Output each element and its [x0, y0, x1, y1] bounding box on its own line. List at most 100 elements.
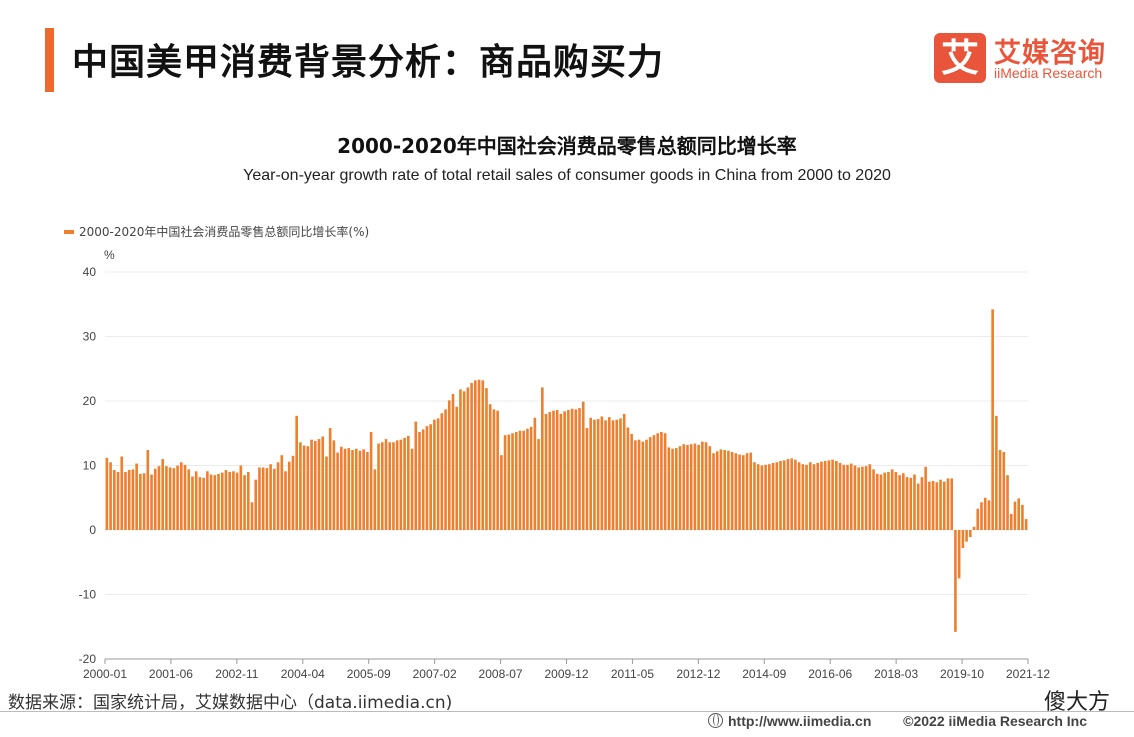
x-tick-label: 2016-06: [808, 667, 852, 680]
bar: [615, 419, 619, 530]
bar: [589, 417, 592, 530]
legend-swatch: [64, 230, 74, 234]
bar: [596, 419, 600, 530]
bar: [790, 458, 793, 530]
bar: [656, 433, 659, 530]
bar: [179, 462, 183, 530]
bar: [972, 526, 976, 530]
bar: [120, 456, 124, 530]
bar: [969, 530, 972, 538]
bar: [894, 471, 898, 530]
bar: [418, 431, 421, 530]
bar: [823, 460, 827, 530]
bar: [492, 409, 496, 530]
bar: [812, 464, 816, 530]
bar: [905, 477, 909, 530]
bar: [220, 472, 224, 530]
bar: [890, 469, 894, 530]
x-tick-label: 2001-06: [149, 667, 193, 680]
bar: [645, 439, 648, 530]
x-tick-label: 2018-03: [874, 667, 918, 680]
bar: [663, 433, 667, 530]
bar: [209, 474, 213, 530]
y-axis-unit-label: %: [104, 248, 115, 262]
bar: [388, 442, 392, 530]
bar: [942, 481, 946, 531]
bar: [168, 467, 172, 530]
bar: [727, 450, 730, 530]
bar: [630, 433, 633, 530]
logo-mark-icon: 艾: [934, 33, 986, 83]
bar: [786, 459, 790, 530]
bar: [142, 473, 146, 530]
bar: [243, 475, 246, 530]
bar: [775, 462, 779, 530]
bar: [254, 479, 258, 530]
footer-divider: [0, 711, 1134, 712]
bar: [172, 468, 176, 530]
bar: [284, 471, 287, 530]
bar: [913, 474, 916, 530]
bar: [485, 388, 488, 530]
bar: [771, 462, 775, 530]
bar: [697, 444, 700, 530]
bar: [1006, 475, 1009, 530]
bar: [875, 473, 879, 530]
bar: [920, 477, 924, 530]
bar: [295, 415, 298, 530]
bar: [336, 452, 339, 530]
bar: [474, 380, 477, 530]
bar: [206, 471, 209, 530]
x-tick-label: 2014-09: [742, 667, 786, 680]
bar: [768, 464, 771, 530]
bar: [730, 451, 734, 530]
bar: [853, 465, 857, 530]
bar: [135, 463, 138, 530]
bar: [585, 428, 589, 530]
bar: [570, 408, 574, 530]
bar: [671, 448, 674, 530]
bar: [407, 435, 410, 530]
bar: [425, 426, 429, 530]
bar: [161, 459, 164, 530]
bar: [280, 455, 284, 530]
chart-gridlines: [105, 271, 1028, 660]
bar: [864, 466, 868, 530]
y-tick-label: 10: [83, 459, 97, 473]
bar: [1024, 519, 1028, 530]
bar: [805, 464, 808, 530]
bar: [459, 389, 462, 530]
bar: [380, 442, 384, 530]
bar: [377, 443, 380, 530]
bar: [980, 502, 983, 530]
bar: [849, 463, 853, 530]
bar: [846, 464, 849, 530]
bar: [898, 475, 901, 530]
bar: [291, 455, 295, 530]
bar: [797, 462, 801, 530]
bar: [712, 453, 715, 530]
chart-title: 2000-2020年中国社会消费品零售总额同比增长率: [337, 134, 797, 158]
bar: [686, 444, 689, 530]
bar: [139, 473, 142, 530]
iimedia-logo: 艾 艾媒咨询 iiMedia Research: [934, 33, 1114, 85]
bar: [574, 409, 578, 530]
bar: [965, 530, 968, 542]
footer-url[interactable]: http://www.iimedia.cn: [728, 713, 872, 729]
x-tick-label: 2021-12: [1006, 667, 1050, 680]
bar: [127, 470, 131, 530]
y-tick-label: -10: [79, 588, 97, 602]
bar: [939, 479, 942, 530]
bar: [507, 434, 511, 530]
bar: [667, 447, 671, 530]
bar: [879, 474, 883, 530]
bar: [608, 417, 611, 531]
bar: [816, 462, 820, 530]
bar: [883, 472, 887, 530]
bar: [578, 408, 581, 530]
bar: [745, 453, 749, 530]
bar: [362, 449, 365, 531]
bar: [622, 413, 626, 530]
bar: [983, 497, 987, 530]
